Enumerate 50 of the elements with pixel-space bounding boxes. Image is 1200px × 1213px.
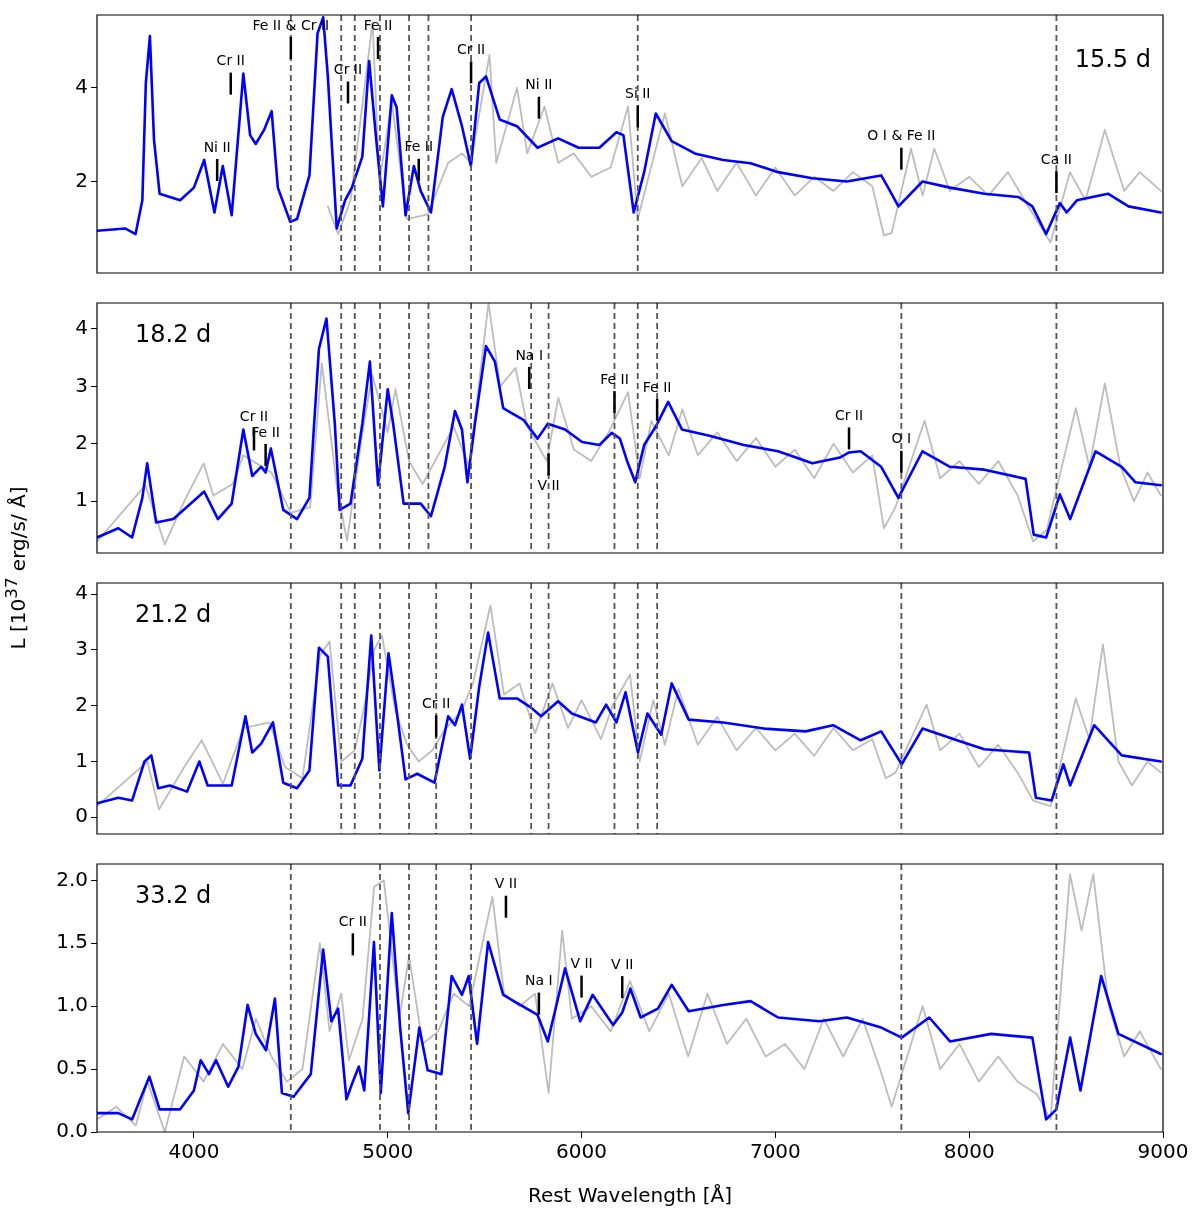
- y-tick-label: 1: [75, 487, 88, 512]
- annotation: Cr II: [338, 913, 367, 930]
- x-tick-label: 6000: [556, 1139, 607, 1164]
- y-tick-label: 4: [75, 315, 88, 340]
- annotation: O I: [891, 430, 912, 447]
- x-tick-label: 7000: [749, 1139, 801, 1164]
- y-tick-label: 2: [75, 691, 88, 716]
- annotation: Cr II: [834, 407, 864, 424]
- text: 15.5 d: [1074, 45, 1151, 74]
- annotation: V II: [537, 477, 560, 494]
- y-tick-label: 4: [75, 73, 88, 98]
- y-tick-label: 2: [75, 167, 88, 192]
- annotation: V II: [494, 875, 518, 892]
- x-tick-label: 9000: [1137, 1139, 1189, 1164]
- y-tick-label: 0.5: [56, 1055, 88, 1080]
- text: 18.2 d: [135, 320, 212, 349]
- x-tick-label: 8000: [943, 1139, 995, 1164]
- annotation: Ni II: [525, 76, 553, 93]
- y-tick-label: 2: [75, 430, 88, 455]
- annotation: Cr II: [333, 61, 363, 78]
- y-tick-label: 1.5: [56, 929, 88, 954]
- x-axis-title: Rest Wavelength [Å]: [527, 1183, 733, 1208]
- annotation: V II: [611, 955, 634, 972]
- y-tick-label: 2.0: [56, 866, 88, 891]
- annotation: Fe II: [404, 138, 434, 155]
- y-tick-label: 0: [75, 803, 88, 828]
- annotation: Cr II: [456, 41, 486, 58]
- y-tick-label: 3: [75, 372, 88, 397]
- annotation: Cr II: [239, 408, 269, 425]
- y-tick-label: 1: [75, 747, 88, 772]
- annotation: Fe II: [363, 16, 393, 33]
- annotation: Na I: [515, 346, 544, 363]
- y-tick-label: 3: [75, 636, 88, 661]
- annotation: V II: [570, 955, 593, 972]
- annotation: Cr II: [216, 52, 245, 69]
- x-tick-label: 4000: [168, 1139, 220, 1164]
- annotation: Ni II: [203, 138, 231, 155]
- text: 21.2 d: [135, 600, 212, 629]
- annotation: Fe II: [642, 378, 672, 395]
- x-tick-label: 5000: [362, 1139, 414, 1164]
- y-tick-label: 4: [75, 580, 88, 605]
- y-tick-label: 0.0: [56, 1118, 88, 1143]
- annotation: Fe II: [600, 370, 629, 387]
- annotation: Na I: [525, 972, 553, 989]
- annotation: Si II: [625, 85, 651, 102]
- annotation: O I & Fe II: [867, 127, 936, 144]
- y-tick-label: 1.0: [56, 992, 88, 1017]
- annotation: Cr II: [422, 694, 451, 711]
- annotation: Ca II: [1040, 150, 1072, 167]
- text: 33.2 d: [135, 881, 212, 910]
